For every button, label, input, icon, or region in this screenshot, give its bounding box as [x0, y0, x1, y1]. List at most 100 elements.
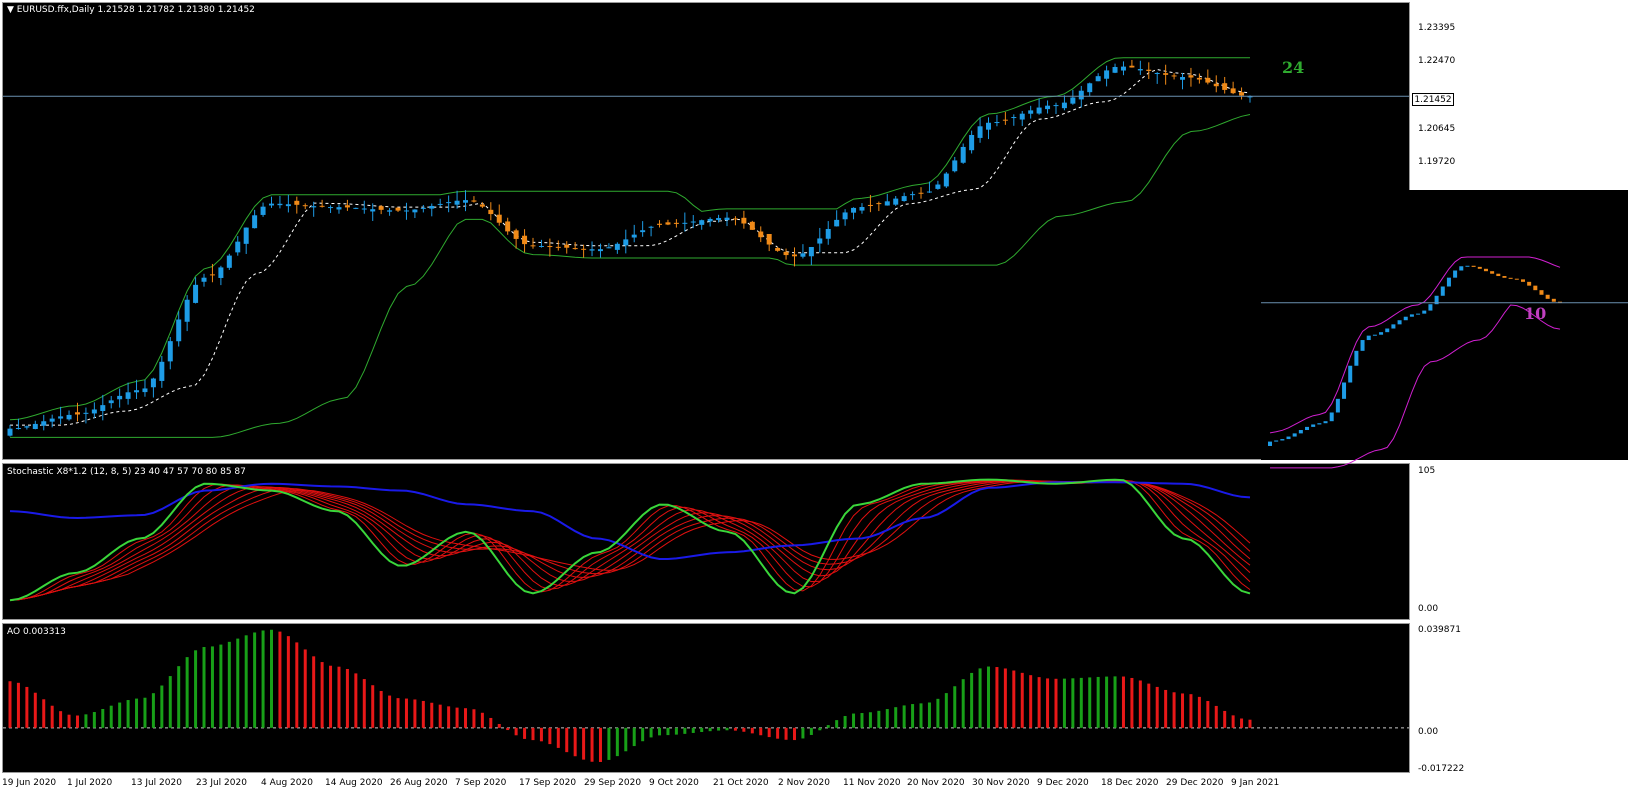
candle-body — [910, 194, 916, 196]
ao-bar — [784, 727, 788, 740]
date-label: 7 Sep 2020 — [455, 778, 507, 788]
candle-body — [1061, 102, 1067, 109]
ao-bar — [295, 642, 299, 728]
candle-body — [353, 207, 359, 209]
candle-body — [1087, 83, 1093, 93]
candle-body — [83, 412, 89, 414]
inset-candle-body — [1539, 290, 1544, 295]
candle-body — [420, 207, 426, 209]
ao-bar — [194, 650, 198, 728]
candle-body — [74, 412, 80, 415]
ao-bar — [1206, 701, 1210, 728]
ao-bar — [1181, 693, 1185, 728]
inset-candle-body — [1268, 441, 1272, 446]
candle-body — [1154, 72, 1160, 74]
candle-body — [943, 173, 949, 187]
candle-body — [24, 426, 30, 428]
stochastic-red-line — [9, 480, 1251, 601]
ao-bar — [177, 666, 181, 728]
candle-body — [370, 209, 376, 212]
ao-bar — [1003, 668, 1007, 728]
ao-bar — [1054, 678, 1058, 728]
candle-body — [7, 428, 13, 436]
date-label: 20 Nov 2020 — [907, 778, 965, 788]
ao-bar — [33, 692, 37, 728]
ao-bar — [320, 662, 324, 728]
dropdown-triangle-icon[interactable]: ▼ — [7, 5, 14, 15]
ao-bar — [944, 693, 948, 728]
ao-bar — [742, 727, 746, 732]
ao-bar — [219, 644, 223, 728]
ao-bar — [1155, 686, 1159, 728]
ao-bar — [261, 630, 265, 728]
inset-candle-body — [1366, 335, 1371, 341]
candle-body — [867, 204, 873, 206]
ao-bar — [725, 727, 729, 731]
ao-bar — [388, 695, 392, 728]
inset-candle-body — [1514, 278, 1519, 280]
ao-bar — [236, 638, 240, 728]
candle-body — [496, 214, 502, 223]
ao-axis-top: 0.039871 — [1418, 625, 1461, 635]
candle-body — [1129, 65, 1135, 68]
candle-body — [657, 223, 663, 225]
candle-body — [597, 249, 603, 252]
ao-bar — [1248, 719, 1252, 728]
candle-body — [91, 409, 97, 414]
candle-body — [918, 192, 924, 194]
ao-bar — [143, 697, 147, 728]
ao-bar — [919, 703, 923, 728]
inset-candle-body — [1471, 265, 1476, 267]
date-label: 14 Aug 2020 — [325, 778, 383, 788]
ao-bar — [67, 714, 71, 728]
ao-bar — [995, 667, 999, 728]
candle-body — [741, 217, 747, 224]
inset-candle-body — [1490, 271, 1495, 274]
candle-body — [1171, 75, 1177, 77]
ao-bar — [514, 727, 518, 736]
ao-bar — [430, 702, 434, 728]
inset-candle-body — [1348, 365, 1353, 383]
ao-bar — [1012, 670, 1016, 728]
ao-bar — [168, 676, 172, 728]
ao-bar — [1062, 678, 1066, 728]
candle-body — [1230, 88, 1236, 94]
ao-bar — [953, 686, 957, 728]
ao-bar — [843, 716, 847, 728]
ao-bar — [1189, 694, 1193, 728]
ao-bar — [269, 629, 273, 728]
candle-body — [707, 218, 713, 222]
candle-body — [581, 248, 587, 250]
ao-bar — [894, 707, 898, 728]
candle-body — [1196, 77, 1202, 80]
stochastic-red-line — [9, 479, 1251, 601]
candle-body — [134, 390, 140, 393]
candle-body — [1188, 75, 1194, 78]
inset-candle-body — [1428, 304, 1433, 311]
price-chart-pane[interactable]: ▼ EURUSD.ffx,Daily 1.21528 1.21782 1.213… — [2, 2, 1410, 460]
candle-body — [193, 284, 199, 303]
stochastic-pane[interactable]: Stochastic X8*1.2 (12, 8, 5) 23 40 47 57… — [2, 463, 1410, 620]
ao-bar — [413, 699, 417, 728]
candle-body — [252, 215, 258, 229]
inset-candle-body — [1305, 426, 1310, 431]
candle-body — [673, 222, 679, 224]
ao-bar — [649, 727, 653, 738]
inset-chart[interactable] — [1261, 190, 1628, 460]
stochastic-label: Stochastic X8*1.2 (12, 8, 5) 23 40 47 57… — [7, 467, 246, 477]
date-label: 9 Jan 2021 — [1231, 778, 1280, 788]
ao-bar — [700, 727, 704, 733]
ao-bar — [615, 727, 619, 757]
ao-bar — [253, 632, 257, 728]
candle-body — [201, 277, 207, 282]
ao-bar — [978, 668, 982, 728]
stoch-axis-bottom: 0.00 — [1418, 604, 1439, 614]
stochastic-green-line — [9, 478, 1251, 602]
ao-bar — [818, 727, 822, 731]
ao-bar — [987, 666, 991, 728]
date-label: 18 Dec 2020 — [1101, 778, 1159, 788]
ao-bar — [717, 727, 721, 731]
candle-body — [361, 208, 367, 210]
candle-body — [986, 122, 992, 130]
inset-candle-body — [1354, 350, 1359, 366]
